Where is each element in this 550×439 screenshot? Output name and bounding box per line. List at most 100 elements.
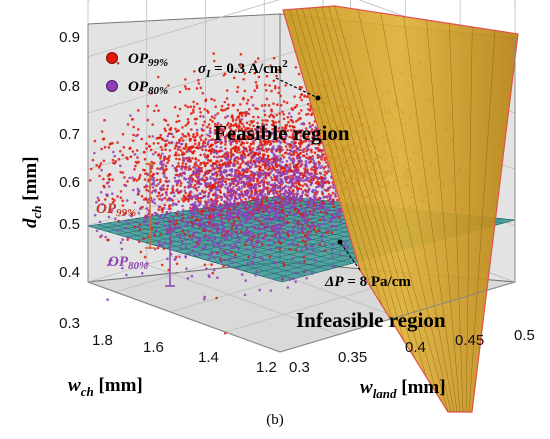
- data-point: [215, 145, 218, 148]
- data-point: [211, 115, 214, 118]
- data-point: [277, 208, 280, 211]
- data-point: [213, 269, 216, 272]
- data-point: [158, 137, 161, 140]
- data-point: [254, 250, 257, 253]
- data-point: [242, 97, 245, 100]
- data-point: [260, 172, 263, 175]
- data-point: [171, 221, 174, 224]
- data-point: [247, 216, 250, 219]
- data-point: [252, 210, 255, 213]
- data-point: [307, 239, 310, 242]
- data-point: [301, 185, 304, 188]
- data-point: [261, 104, 264, 107]
- data-point: [196, 236, 199, 239]
- data-point: [166, 212, 169, 215]
- data-point: [293, 159, 296, 162]
- data-point: [175, 203, 178, 206]
- data-point: [344, 242, 347, 245]
- data-point: [125, 227, 128, 230]
- data-point: [205, 267, 208, 270]
- data-point: [180, 219, 183, 222]
- data-point: [189, 177, 192, 180]
- data-point: [299, 156, 302, 159]
- data-point: [239, 151, 242, 154]
- data-point: [207, 239, 210, 242]
- data-point: [256, 218, 259, 221]
- data-point: [249, 167, 252, 170]
- data-point: [250, 180, 253, 183]
- data-point: [235, 145, 238, 148]
- data-point: [232, 186, 235, 189]
- data-point: [274, 262, 277, 265]
- data-point: [279, 157, 282, 160]
- data-point: [242, 203, 245, 206]
- data-point: [107, 181, 110, 184]
- data-point: [142, 237, 145, 240]
- data-point: [246, 150, 249, 153]
- data-point: [240, 187, 243, 190]
- data-point: [103, 160, 106, 163]
- data-point: [318, 149, 321, 152]
- data-point: [206, 178, 209, 181]
- data-point: [166, 188, 169, 191]
- data-point: [217, 181, 220, 184]
- data-point: [106, 239, 109, 242]
- data-point: [169, 204, 172, 207]
- data-point: [121, 238, 124, 241]
- data-point: [226, 115, 229, 118]
- data-point: [309, 197, 312, 200]
- data-point: [269, 255, 272, 258]
- data-point: [295, 249, 298, 252]
- data-point: [99, 221, 102, 224]
- data-point: [287, 182, 290, 185]
- data-point: [240, 214, 243, 217]
- data-point: [331, 231, 334, 234]
- data-point: [280, 178, 283, 181]
- data-point: [185, 239, 188, 242]
- data-point: [127, 236, 130, 239]
- data-point: [216, 243, 219, 246]
- data-point: [177, 146, 180, 149]
- sigma-leader-dot: [316, 96, 321, 101]
- data-point: [279, 95, 282, 98]
- data-point: [211, 251, 214, 254]
- data-point: [284, 179, 287, 182]
- data-point: [310, 151, 313, 154]
- data-point: [153, 183, 156, 186]
- data-point: [302, 180, 305, 183]
- data-point: [212, 272, 215, 275]
- data-point: [189, 212, 192, 215]
- data-point: [195, 216, 198, 219]
- data-point: [240, 200, 243, 203]
- data-point: [159, 168, 162, 171]
- data-point: [282, 230, 285, 233]
- data-point: [273, 204, 276, 207]
- data-point: [184, 148, 187, 151]
- data-point: [259, 202, 262, 205]
- data-point: [128, 147, 131, 150]
- data-point: [183, 196, 186, 199]
- data-point: [300, 222, 303, 225]
- data-point: [246, 248, 249, 251]
- data-point: [193, 213, 196, 216]
- data-point: [312, 158, 315, 161]
- data-point: [257, 57, 260, 60]
- data-point: [211, 201, 214, 204]
- data-point: [231, 262, 234, 265]
- data-point: [264, 193, 267, 196]
- data-point: [144, 158, 147, 161]
- data-point: [206, 207, 209, 210]
- data-point: [177, 154, 180, 157]
- data-point: [304, 212, 307, 215]
- data-point: [242, 78, 245, 81]
- wch-tick-label: 1.8: [92, 332, 113, 349]
- data-point: [231, 147, 234, 150]
- data-point: [205, 149, 208, 152]
- data-point: [166, 258, 169, 261]
- data-point: [283, 100, 286, 103]
- data-point: [257, 234, 260, 237]
- data-point: [217, 252, 220, 255]
- data-point: [324, 159, 327, 162]
- data-point: [274, 196, 277, 199]
- data-point: [145, 184, 148, 187]
